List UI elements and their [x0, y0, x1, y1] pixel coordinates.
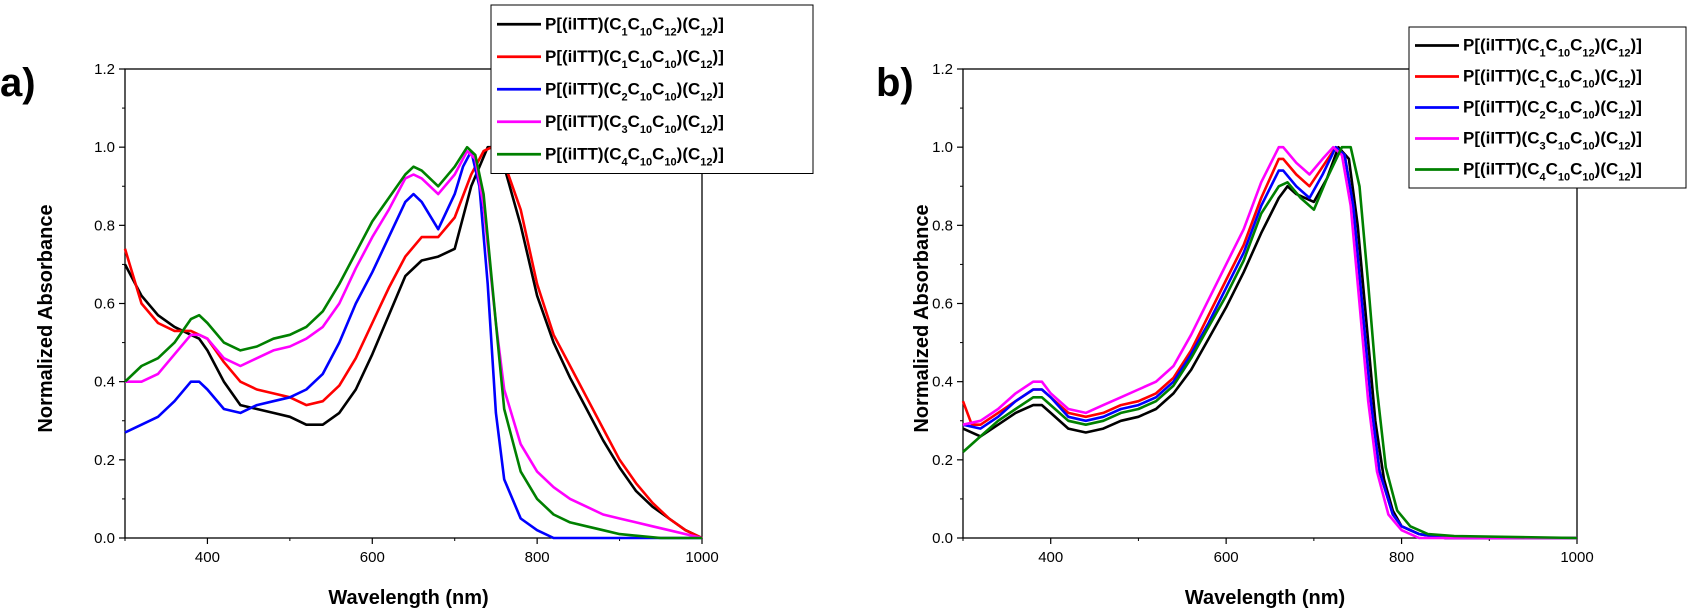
series-line-1: [123, 145, 703, 540]
y-tick-label: 1.2: [94, 61, 115, 78]
y-tick-label: 0.0: [932, 530, 953, 547]
legend-label: P[(iITT)(C2C10C10)(C12)]: [1463, 98, 1642, 122]
panel-label: a): [0, 61, 36, 105]
y-tick-label: 0.0: [94, 530, 115, 547]
x-tick-label: 1000: [1560, 549, 1593, 566]
legend-label: P[(iITT)(C3C10C10)(C12)]: [1463, 129, 1642, 153]
y-tick-label: 0.2: [94, 452, 115, 469]
series-line-1: [962, 145, 1577, 540]
series-line-5: [124, 145, 702, 540]
series-line-3: [124, 149, 702, 540]
legend-box: [490, 4, 814, 174]
panel-a: 400 600 800 1000 0.0 0.2 0.4 0.6 0.8 1.0 1.2 Wavele…: [0, 4, 814, 609]
series-line-5: [962, 145, 1578, 540]
legend-label: P[(iITT)(C3C10C10)(C12)]: [545, 112, 724, 136]
x-axis-title: Wavelength (nm): [328, 587, 488, 609]
y-tick-label: 0.8: [94, 217, 115, 234]
series-line-2: [961, 145, 1577, 540]
y-axis-title: Normalized Absorbance: [911, 204, 933, 432]
y-tick-label: 0.8: [932, 217, 953, 234]
y-tick-label: 1.0: [932, 139, 953, 156]
panel-label: b): [876, 61, 914, 105]
x-axis-title: Wavelength (nm): [1185, 587, 1345, 609]
series-line-3: [962, 145, 1577, 540]
y-tick-label: 0.4: [932, 374, 953, 391]
legend-label: P[(iITT)(C1C10C10)(C12)]: [1463, 67, 1642, 91]
legend-label: P[(iITT)(C1C10C10)(C12)]: [545, 47, 724, 71]
series-line-4: [962, 145, 1577, 540]
series-line-4: [125, 149, 703, 540]
x-tick-label: 400: [195, 549, 220, 566]
legend-label: P[(iITT)(C1C10C12)(C12)]: [545, 14, 724, 38]
y-tick-label: 0.2: [932, 452, 953, 469]
legend: P[(iITT)(C1C10C12)(C12)] P[(iITT)(C1C10C1…: [490, 4, 814, 174]
y-tick-label: 0.6: [94, 296, 115, 313]
x-tick-label: 600: [360, 549, 385, 566]
y-tick-label: 1.2: [932, 61, 953, 78]
x-tick-label: 600: [1214, 549, 1239, 566]
panel-b: 400 600 800 1000 0.0 0.2 0.4 0.6 0.8 1.0 1.2 Wavele…: [876, 26, 1687, 609]
y-tick-label: 0.6: [932, 296, 953, 313]
legend: P[(iITT)(C1C10C12)(C12)] P[(iITT)(C1C10C1…: [1408, 26, 1687, 189]
x-tick-label: 400: [1038, 549, 1063, 566]
x-tick-label: 800: [1389, 549, 1414, 566]
x-tick-label: 800: [525, 549, 550, 566]
legend-label: P[(iITT)(C4C10C10)(C12)]: [545, 144, 724, 168]
y-tick-label: 0.4: [94, 374, 115, 391]
legend-label: P[(iITT)(C4C10C10)(C12)]: [1463, 160, 1642, 184]
legend-label: P[(iITT)(C1C10C12)(C12)]: [1463, 36, 1642, 60]
legend-label: P[(iITT)(C2C10C10)(C12)]: [545, 79, 724, 103]
x-tick-label: 1000: [685, 549, 718, 566]
y-axis-title: Normalized Absorbance: [35, 204, 57, 432]
y-tick-label: 1.0: [94, 139, 115, 156]
